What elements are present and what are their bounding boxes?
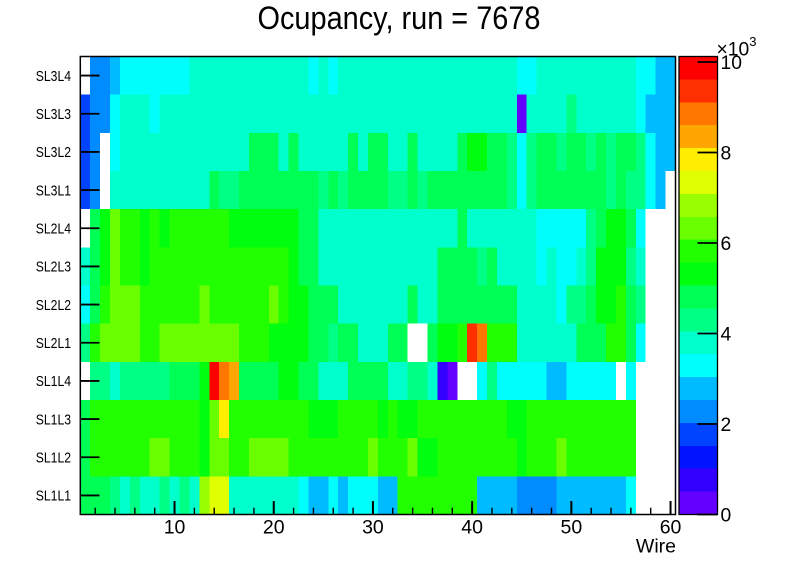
svg-text:40: 40 — [461, 517, 483, 539]
svg-text:20: 20 — [263, 517, 285, 539]
svg-text:8: 8 — [721, 143, 732, 164]
svg-text:SL1L4: SL1L4 — [36, 374, 71, 390]
svg-text:50: 50 — [560, 517, 582, 539]
svg-text:SL1L2: SL1L2 — [36, 450, 71, 466]
svg-text:30: 30 — [362, 517, 384, 539]
svg-text:SL2L3: SL2L3 — [36, 260, 71, 276]
svg-text:Wire: Wire — [636, 536, 676, 558]
svg-text:4: 4 — [721, 324, 732, 345]
svg-text:2: 2 — [721, 415, 732, 436]
svg-text:0: 0 — [721, 505, 732, 526]
svg-text:SL2L4: SL2L4 — [36, 221, 71, 237]
svg-text:SL3L1: SL3L1 — [36, 183, 71, 199]
svg-text:60: 60 — [660, 517, 682, 539]
svg-text:SL2L2: SL2L2 — [36, 298, 71, 314]
svg-text:10: 10 — [164, 517, 186, 539]
svg-text:SL3L4: SL3L4 — [36, 69, 71, 85]
svg-text:6: 6 — [721, 234, 732, 255]
svg-text:SL3L3: SL3L3 — [36, 107, 71, 123]
svg-text:SL1L3: SL1L3 — [36, 412, 71, 428]
svg-text:SL2L1: SL2L1 — [36, 336, 71, 352]
svg-text:SL1L1: SL1L1 — [36, 489, 71, 505]
svg-text:10: 10 — [721, 53, 742, 74]
svg-text:SL3L2: SL3L2 — [36, 145, 71, 161]
svg-text:Ocupancy, run = 7678: Ocupancy, run = 7678 — [258, 0, 541, 36]
